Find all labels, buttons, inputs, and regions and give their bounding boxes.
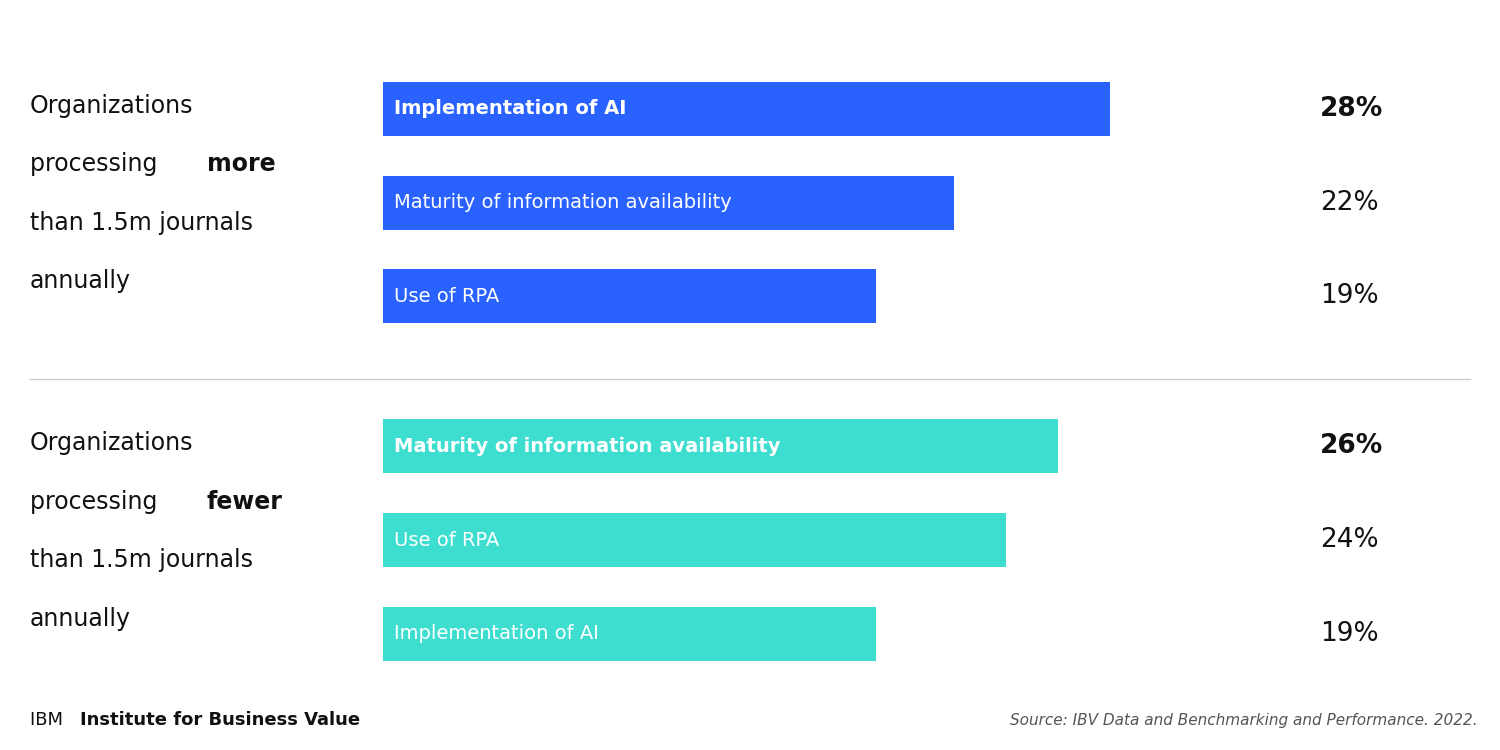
Text: annually: annually [30,607,130,631]
Text: 19%: 19% [1320,621,1378,646]
Bar [382,82,1110,136]
Text: fewer: fewer [207,490,284,514]
Text: more: more [207,152,276,176]
Bar [382,607,876,661]
Text: than 1.5m journals: than 1.5m journals [30,211,254,235]
Text: Use of RPA: Use of RPA [394,530,500,550]
Text: 22%: 22% [1320,190,1378,215]
Text: Implementation of AI: Implementation of AI [394,99,627,118]
Text: Source: IBV Data and Benchmarking and Performance. 2022.: Source: IBV Data and Benchmarking and Pe… [1010,712,1478,728]
Text: 24%: 24% [1320,527,1378,553]
Text: annually: annually [30,269,130,293]
Text: processing: processing [30,152,165,176]
Text: than 1.5m journals: than 1.5m journals [30,548,254,572]
Text: Maturity of information availability: Maturity of information availability [394,193,732,212]
Text: 26%: 26% [1320,433,1383,459]
Text: Institute for Business Value: Institute for Business Value [80,711,360,729]
Bar [382,269,876,323]
Text: Organizations: Organizations [30,431,194,455]
Text: IBM: IBM [30,711,69,729]
Bar [382,176,954,230]
Text: Organizations: Organizations [30,94,194,118]
Text: Maturity of information availability: Maturity of information availability [394,436,782,456]
Text: Use of RPA: Use of RPA [394,286,500,306]
Bar [382,513,1006,567]
Text: processing: processing [30,490,165,514]
Text: Implementation of AI: Implementation of AI [394,624,600,644]
Text: 28%: 28% [1320,96,1383,122]
Bar [382,419,1058,473]
Text: 19%: 19% [1320,284,1378,309]
